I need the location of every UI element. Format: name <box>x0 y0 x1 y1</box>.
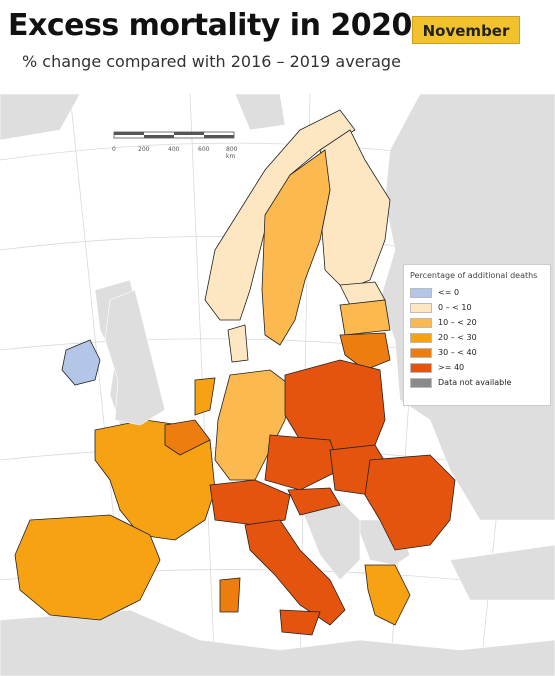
legend-label: 30 – < 40 <box>438 348 477 357</box>
scale-label: 400 <box>168 146 180 153</box>
month-badge: November <box>412 16 520 44</box>
legend-swatch <box>410 347 432 358</box>
legend-label: <= 0 <box>438 288 460 297</box>
legend-item: 20 – < 30 <box>410 331 544 344</box>
region-ireland <box>61 339 101 386</box>
map-legend: Percentage of additional deaths <= 0 0 –… <box>403 264 551 406</box>
scale-bar: 0 200 400 600 800 km <box>108 128 248 160</box>
scale-label: 200 <box>138 146 150 153</box>
scale-label: 0 <box>112 146 116 153</box>
map-subtitle: % change compared with 2016 – 2019 avera… <box>22 52 401 71</box>
legend-label: 10 – < 20 <box>438 318 477 327</box>
legend-label: Data not available <box>438 378 512 387</box>
region-40-plus <box>209 359 456 636</box>
legend-swatch <box>410 302 432 313</box>
legend-item: <= 0 <box>410 286 544 299</box>
map-title: Excess mortality in 2020 <box>8 8 412 43</box>
legend-item: 10 – < 20 <box>410 316 544 329</box>
legend-item: 30 – < 40 <box>410 346 544 359</box>
legend-swatch <box>410 287 432 298</box>
legend-label: 0 – < 10 <box>438 303 472 312</box>
legend-swatch <box>410 332 432 343</box>
scale-label: 600 <box>198 146 210 153</box>
legend-swatch <box>410 377 432 388</box>
scale-label: 800 km <box>226 146 238 160</box>
legend-title: Percentage of additional deaths <box>410 271 538 280</box>
legend-label: 20 – < 30 <box>438 333 477 342</box>
legend-item: >= 40 <box>410 361 544 374</box>
region-britain <box>104 289 166 426</box>
legend-swatch <box>410 317 432 328</box>
legend-label: >= 40 <box>438 363 465 372</box>
legend-item: 0 – < 10 <box>410 301 544 314</box>
legend-item: Data not available <box>410 376 544 389</box>
region-low <box>204 109 391 363</box>
region-30-40 <box>164 332 391 613</box>
region-10-20 <box>214 149 391 481</box>
legend-swatch <box>410 362 432 373</box>
scale-bar-graphic <box>113 131 235 139</box>
